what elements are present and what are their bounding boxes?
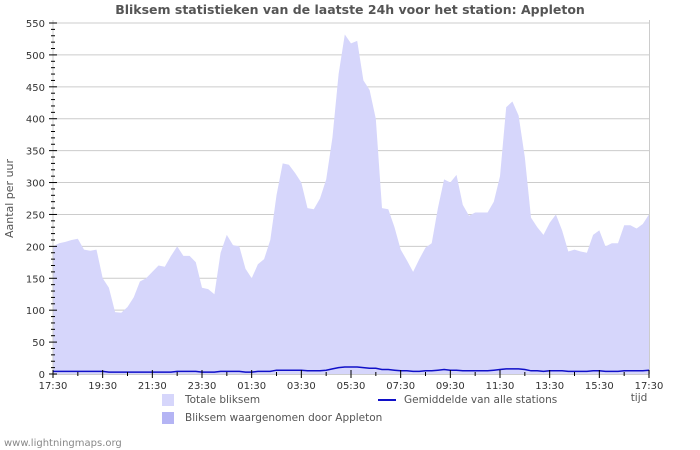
y-tick-label: 300 bbox=[26, 179, 45, 190]
x-tick-label: 09:30 bbox=[436, 381, 465, 392]
y-tick-label: 250 bbox=[26, 210, 45, 221]
x-axis-title: tijd bbox=[631, 392, 648, 404]
chart-title: Bliksem statistieken van de laatste 24h … bbox=[115, 2, 585, 17]
x-tick-label: 05:30 bbox=[337, 381, 366, 392]
x-tick-label: 11:30 bbox=[486, 381, 515, 392]
legend-label-average: Gemiddelde van alle stations bbox=[404, 394, 558, 406]
y-tick-label: 200 bbox=[26, 242, 45, 253]
y-tick-label: 100 bbox=[26, 306, 45, 317]
y-tick-label: 350 bbox=[26, 147, 45, 158]
legend-label-total: Totale bliksem bbox=[185, 394, 261, 406]
y-tick-label: 500 bbox=[26, 51, 45, 62]
x-tick-label: 17:30 bbox=[635, 381, 664, 392]
x-tick-label: 21:30 bbox=[138, 381, 167, 392]
watermark: www.lightningmaps.org bbox=[4, 438, 122, 449]
x-tick-label: 13:30 bbox=[535, 381, 564, 392]
x-tick-label: 17:30 bbox=[39, 381, 68, 392]
x-tick-label: 23:30 bbox=[188, 381, 217, 392]
y-axis-title: Aantal per uur bbox=[3, 158, 16, 238]
x-tick-label: 01:30 bbox=[237, 381, 266, 392]
legend-label-station: Bliksem waargenomen door Appleton bbox=[185, 412, 383, 424]
x-tick-label: 19:30 bbox=[88, 381, 117, 392]
legend-line-average bbox=[378, 399, 396, 401]
x-tick-label: 07:30 bbox=[386, 381, 415, 392]
y-tick-label: 400 bbox=[26, 115, 45, 126]
y-tick-label: 450 bbox=[26, 83, 45, 94]
total-lightning-area bbox=[53, 34, 649, 374]
legend-swatch-station bbox=[162, 412, 174, 424]
y-tick-label: 150 bbox=[26, 274, 45, 285]
legend-swatch-total bbox=[162, 394, 174, 406]
y-tick-label: 550 bbox=[26, 19, 45, 30]
x-tick-label: 15:30 bbox=[585, 381, 614, 392]
x-tick-label: 03:30 bbox=[287, 381, 316, 392]
y-tick-label: 50 bbox=[32, 338, 45, 349]
y-tick-label: 0 bbox=[39, 370, 45, 381]
